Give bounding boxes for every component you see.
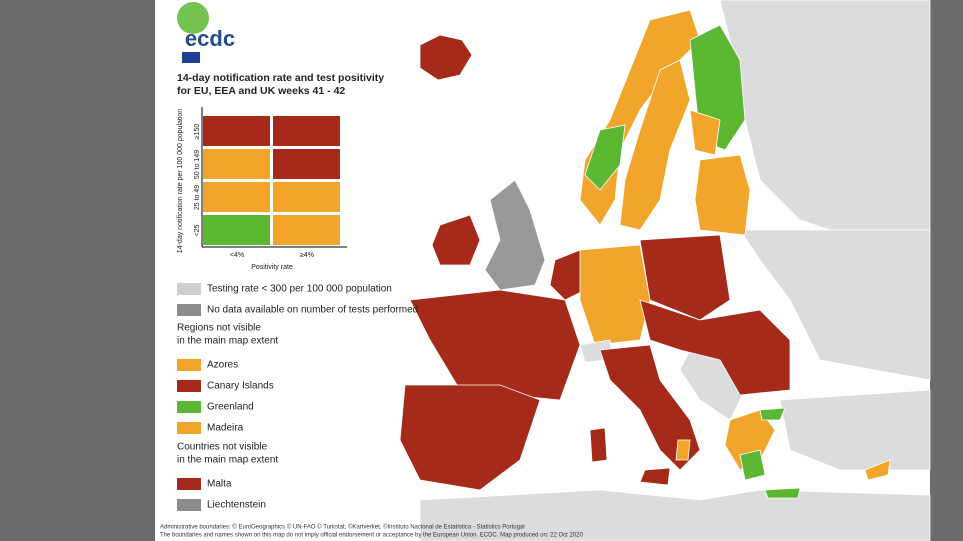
title: 14-day notification rate and test positi… bbox=[177, 72, 384, 84]
legend-swatch bbox=[177, 401, 201, 413]
logo-text: ecdc bbox=[185, 26, 235, 51]
matrix-cell bbox=[203, 149, 270, 179]
logo: ecdc bbox=[177, 2, 235, 63]
legend-swatch bbox=[177, 380, 201, 392]
legend-swatch bbox=[177, 359, 201, 371]
column-label: <4% bbox=[230, 252, 244, 259]
legend-heading: Regions not visible bbox=[177, 323, 261, 334]
x-axis-label: Positivity rate bbox=[251, 264, 293, 271]
matrix-cell bbox=[273, 116, 340, 146]
countries bbox=[399, 9, 891, 499]
row-label: 50 to 149 bbox=[194, 150, 201, 179]
y-axis-label: 14-day notification rate per 100 000 pop… bbox=[177, 109, 184, 253]
legend-panel: 14-day notification rate and test positi… bbox=[160, 72, 583, 539]
legend-heading: Countries not visible bbox=[177, 442, 267, 453]
matrix-cell bbox=[203, 215, 270, 245]
legend-label: Liechtenstein bbox=[207, 500, 266, 511]
matrix-cell bbox=[273, 182, 340, 212]
legend-label: Greenland bbox=[207, 402, 254, 413]
title: for EU, EEA and UK weeks 41 - 42 bbox=[177, 85, 345, 97]
matrix-cell bbox=[273, 215, 340, 245]
row-label: ≥150 bbox=[194, 124, 201, 140]
legend-label: Testing rate < 300 per 100 000 populatio… bbox=[207, 284, 392, 295]
legend-label: No data available on number of tests per… bbox=[207, 305, 418, 316]
row-label: <25 bbox=[194, 224, 201, 236]
footer-note: The boundaries and names shown on this m… bbox=[160, 533, 583, 539]
matrix-cell bbox=[273, 149, 340, 179]
legend-swatch bbox=[177, 478, 201, 490]
matrix-cell bbox=[203, 116, 270, 146]
legend-swatch bbox=[177, 283, 201, 295]
legend-label: Azores bbox=[207, 360, 238, 371]
legend-swatch bbox=[177, 304, 201, 316]
legend-label: Canary Islands bbox=[207, 381, 274, 392]
legend-swatch bbox=[177, 422, 201, 434]
legend-swatch bbox=[177, 499, 201, 511]
legend-heading: in the main map extent bbox=[177, 336, 278, 347]
legend-heading: in the main map extent bbox=[177, 455, 278, 466]
matrix-cell bbox=[203, 182, 270, 212]
footer-note: Administrative boundaries: © EuroGeograp… bbox=[160, 524, 525, 531]
row-label: 25 to 49 bbox=[194, 185, 201, 210]
legend-label: Malta bbox=[207, 479, 232, 490]
column-label: ≥4% bbox=[300, 252, 314, 259]
legend-label: Madeira bbox=[207, 423, 244, 434]
